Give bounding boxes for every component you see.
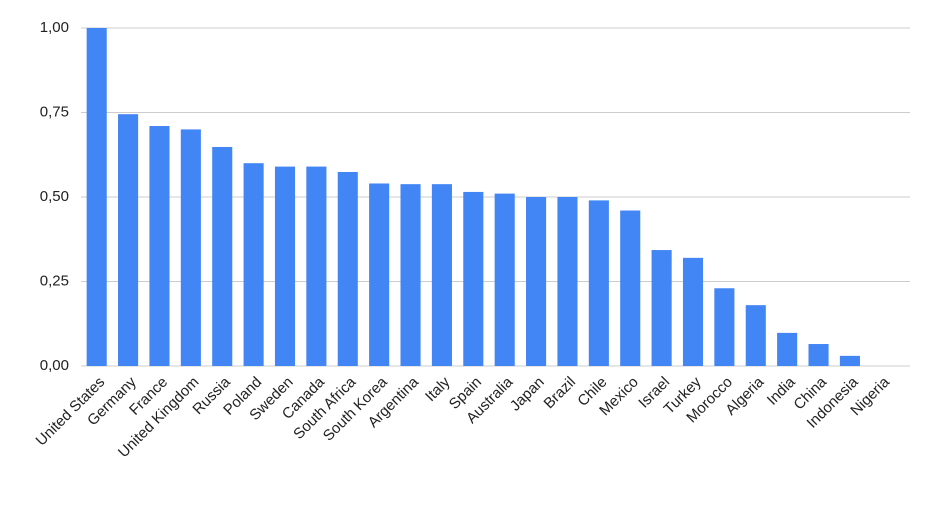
bar <box>463 191 484 366</box>
bar <box>86 28 107 366</box>
y-tick-label: 0,75 <box>40 103 69 120</box>
bar <box>306 166 327 366</box>
bar <box>212 146 233 366</box>
bar <box>431 184 452 366</box>
bar <box>243 163 264 366</box>
bar <box>808 344 829 366</box>
bar <box>274 166 296 366</box>
bar <box>149 126 170 367</box>
bar <box>777 332 798 366</box>
bar <box>714 288 735 366</box>
y-tick-label: 0,25 <box>40 272 69 289</box>
bar <box>588 200 609 366</box>
y-tick-label: 0,00 <box>40 357 69 374</box>
bar <box>526 197 547 366</box>
bar <box>651 250 672 366</box>
bar <box>400 184 421 366</box>
bar <box>682 257 704 366</box>
bar <box>118 114 139 366</box>
bar <box>494 193 515 366</box>
bar <box>557 197 578 366</box>
y-tick-label: 1,00 <box>40 19 69 36</box>
bar <box>337 171 358 366</box>
x-tick-label: Brazil <box>541 374 580 413</box>
bar <box>180 129 201 366</box>
bar <box>369 183 390 366</box>
y-tick-label: 0,50 <box>40 188 69 205</box>
bar <box>745 305 766 366</box>
x-tick-label: Japan <box>507 374 548 415</box>
bar <box>839 355 860 366</box>
bar <box>620 210 641 366</box>
